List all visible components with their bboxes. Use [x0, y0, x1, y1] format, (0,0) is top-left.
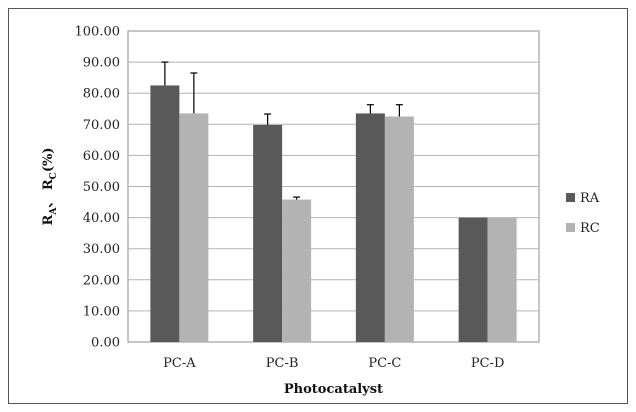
y-tick-label: 100.00 [75, 25, 121, 40]
y-tick-label: 20.00 [83, 273, 120, 288]
legend: RA RC [566, 191, 600, 236]
legend-swatch-ra [566, 193, 575, 202]
bar-ra [150, 85, 180, 343]
legend-swatch-rc [566, 223, 575, 232]
y-tick-label: 60.00 [83, 149, 120, 164]
y-tick-label: 50.00 [83, 180, 120, 195]
bar-rc [384, 116, 414, 343]
y-tick-label: 0.00 [91, 336, 120, 351]
y-tick-label: 80.00 [83, 87, 120, 102]
bar-rc [282, 199, 312, 342]
y-tick-label: 70.00 [83, 118, 120, 133]
bars [150, 85, 517, 343]
y-axis-title: RA、 RC(%) [41, 148, 59, 226]
bar-rc [179, 113, 209, 342]
x-axis-title: Photocatalyst [284, 382, 383, 397]
x-tick-label: PC-B [266, 356, 299, 371]
bar-ra [458, 217, 488, 342]
legend-label-rc: RC [580, 221, 600, 236]
error-bars [161, 61, 403, 200]
y-tick-labels: 0.00 10.00 20.00 30.00 40.00 50.00 60.00 70.00 8… [75, 25, 121, 351]
legend-label-ra: RA [580, 191, 600, 206]
x-tick-label: PC-D [471, 356, 505, 371]
y-tick-label: 10.00 [83, 304, 120, 319]
y-tick-label: 90.00 [83, 56, 120, 71]
x-tick-label: PC-A [163, 356, 196, 371]
bar-rc [487, 217, 517, 342]
y-tick-label: 30.00 [83, 242, 120, 257]
x-tick-label: PC-C [368, 356, 401, 371]
bar-ra [253, 124, 283, 342]
x-tick-labels: PC-A PC-B PC-C PC-D [163, 356, 504, 371]
bar-ra [355, 113, 385, 342]
y-tick-label: 40.00 [83, 211, 120, 226]
